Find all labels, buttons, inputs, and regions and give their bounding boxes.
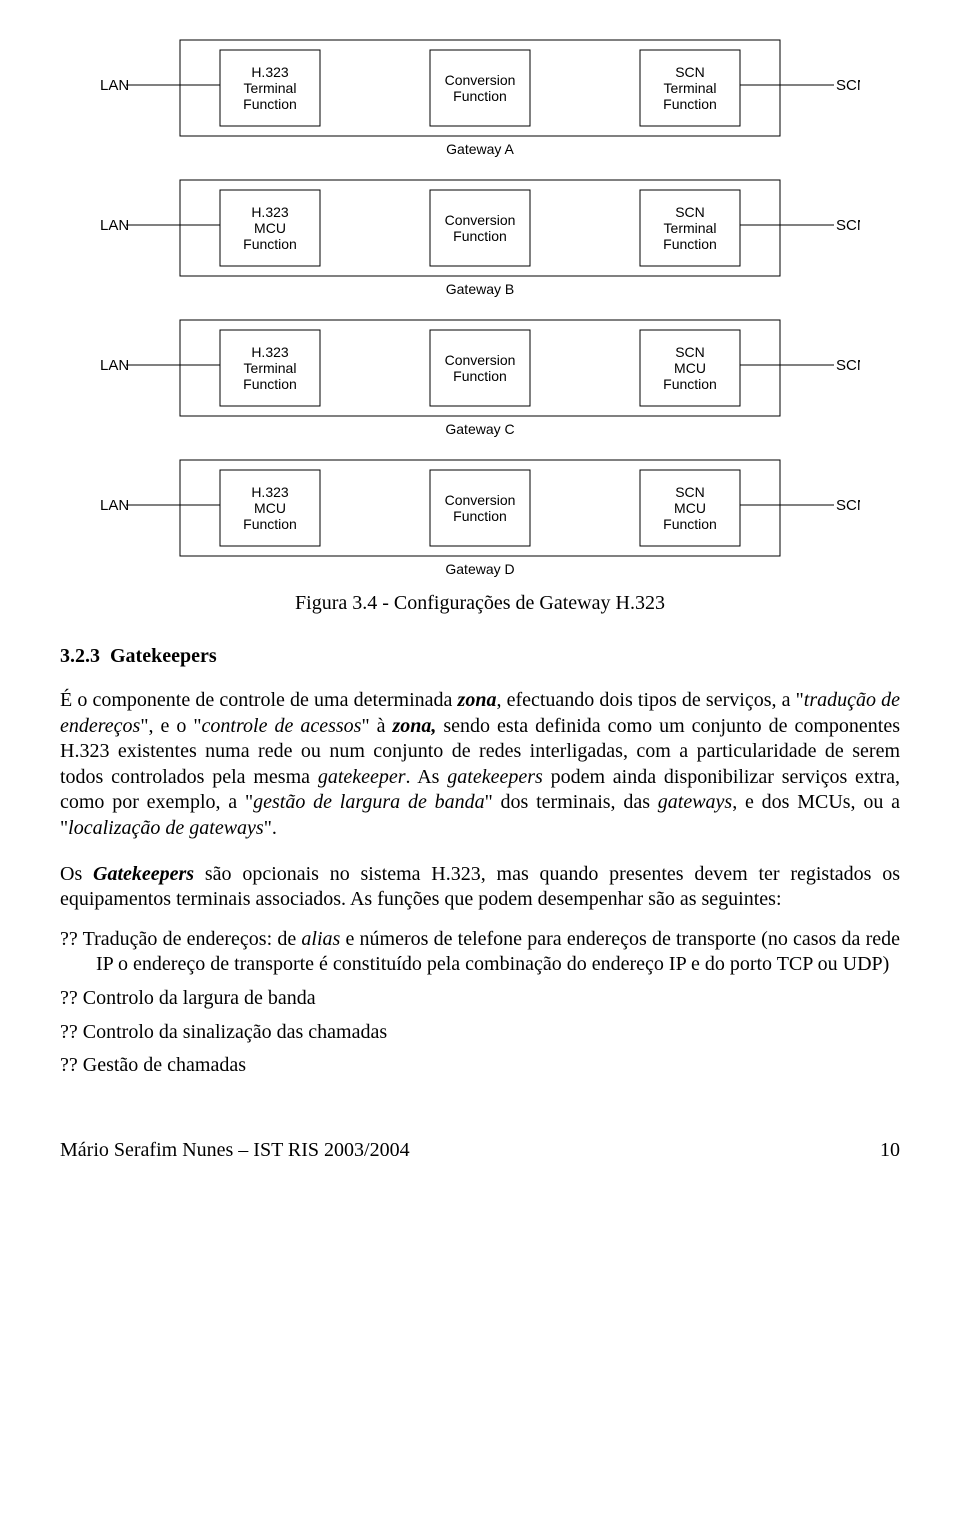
svg-text:H.323: H.323 — [251, 484, 289, 500]
svg-text:Function: Function — [453, 88, 507, 104]
svg-text:SCN: SCN — [675, 64, 705, 80]
page-footer: Mário Serafim Nunes – IST RIS 2003/2004 … — [60, 1139, 900, 1162]
gateway-diagram: LANSCNH.323TerminalFunctionConversionFun… — [100, 30, 860, 160]
figure-caption: Figura 3.4 - Configurações de Gateway H.… — [60, 592, 900, 615]
svg-text:Function: Function — [453, 508, 507, 524]
svg-text:Gateway C: Gateway C — [445, 421, 514, 437]
svg-text:LAN: LAN — [100, 77, 129, 94]
footer-author: Mário Serafim Nunes – IST RIS 2003/2004 — [60, 1139, 410, 1162]
gateway-diagram: LANSCNH.323MCUFunctionConversionFunction… — [100, 170, 860, 300]
svg-text:SCN: SCN — [836, 217, 860, 234]
svg-text:Conversion: Conversion — [445, 492, 516, 508]
bullet-item: ?? Gestão de chamadas — [60, 1053, 900, 1079]
svg-text:Gateway B: Gateway B — [446, 281, 514, 297]
gateway-diagram: LANSCNH.323MCUFunctionConversionFunction… — [100, 450, 860, 580]
svg-text:Function: Function — [453, 368, 507, 384]
svg-text:Conversion: Conversion — [445, 212, 516, 228]
svg-text:LAN: LAN — [100, 497, 129, 514]
svg-text:H.323: H.323 — [251, 64, 289, 80]
bullet-item: ?? Controlo da sinalização das chamadas — [60, 1020, 900, 1046]
svg-text:Gateway D: Gateway D — [445, 561, 514, 577]
svg-text:Terminal: Terminal — [664, 80, 717, 96]
svg-text:LAN: LAN — [100, 357, 129, 374]
bullet-item: ?? Tradução de endereços: de alias e núm… — [60, 927, 900, 978]
gateway-diagrams: LANSCNH.323TerminalFunctionConversionFun… — [100, 30, 860, 580]
svg-text:Function: Function — [663, 236, 717, 252]
bullet-item: ?? Controlo da largura de banda — [60, 986, 900, 1012]
svg-text:Function: Function — [243, 516, 297, 532]
svg-text:MCU: MCU — [674, 500, 706, 516]
section-number: 3.2.3 — [60, 645, 100, 667]
svg-text:SCN: SCN — [836, 357, 860, 374]
svg-text:Conversion: Conversion — [445, 72, 516, 88]
paragraph-2: Os Gatekeepers são opcionais no sistema … — [60, 862, 900, 913]
svg-text:Function: Function — [243, 96, 297, 112]
svg-text:Terminal: Terminal — [244, 80, 297, 96]
svg-text:MCU: MCU — [674, 360, 706, 376]
bullet-list: ?? Tradução de endereços: de alias e núm… — [60, 927, 900, 1079]
gateway-diagram: LANSCNH.323TerminalFunctionConversionFun… — [100, 310, 860, 440]
svg-text:Gateway A: Gateway A — [446, 141, 514, 157]
section-heading: 3.2.3 Gatekeepers — [60, 645, 900, 668]
svg-text:Function: Function — [243, 236, 297, 252]
svg-text:Terminal: Terminal — [244, 360, 297, 376]
svg-text:Function: Function — [663, 516, 717, 532]
section-title: Gatekeepers — [110, 645, 217, 667]
svg-text:SCN: SCN — [836, 77, 860, 94]
svg-text:SCN: SCN — [836, 497, 860, 514]
footer-page-number: 10 — [880, 1139, 900, 1162]
svg-text:LAN: LAN — [100, 217, 129, 234]
svg-text:H.323: H.323 — [251, 344, 289, 360]
svg-text:SCN: SCN — [675, 344, 705, 360]
svg-text:Conversion: Conversion — [445, 352, 516, 368]
svg-text:Function: Function — [663, 376, 717, 392]
svg-text:Terminal: Terminal — [664, 220, 717, 236]
svg-text:Function: Function — [243, 376, 297, 392]
svg-text:MCU: MCU — [254, 220, 286, 236]
paragraph-1: É o componente de controle de uma determ… — [60, 688, 900, 842]
svg-text:SCN: SCN — [675, 204, 705, 220]
svg-text:MCU: MCU — [254, 500, 286, 516]
svg-text:SCN: SCN — [675, 484, 705, 500]
svg-text:Function: Function — [663, 96, 717, 112]
svg-text:Function: Function — [453, 228, 507, 244]
svg-text:H.323: H.323 — [251, 204, 289, 220]
